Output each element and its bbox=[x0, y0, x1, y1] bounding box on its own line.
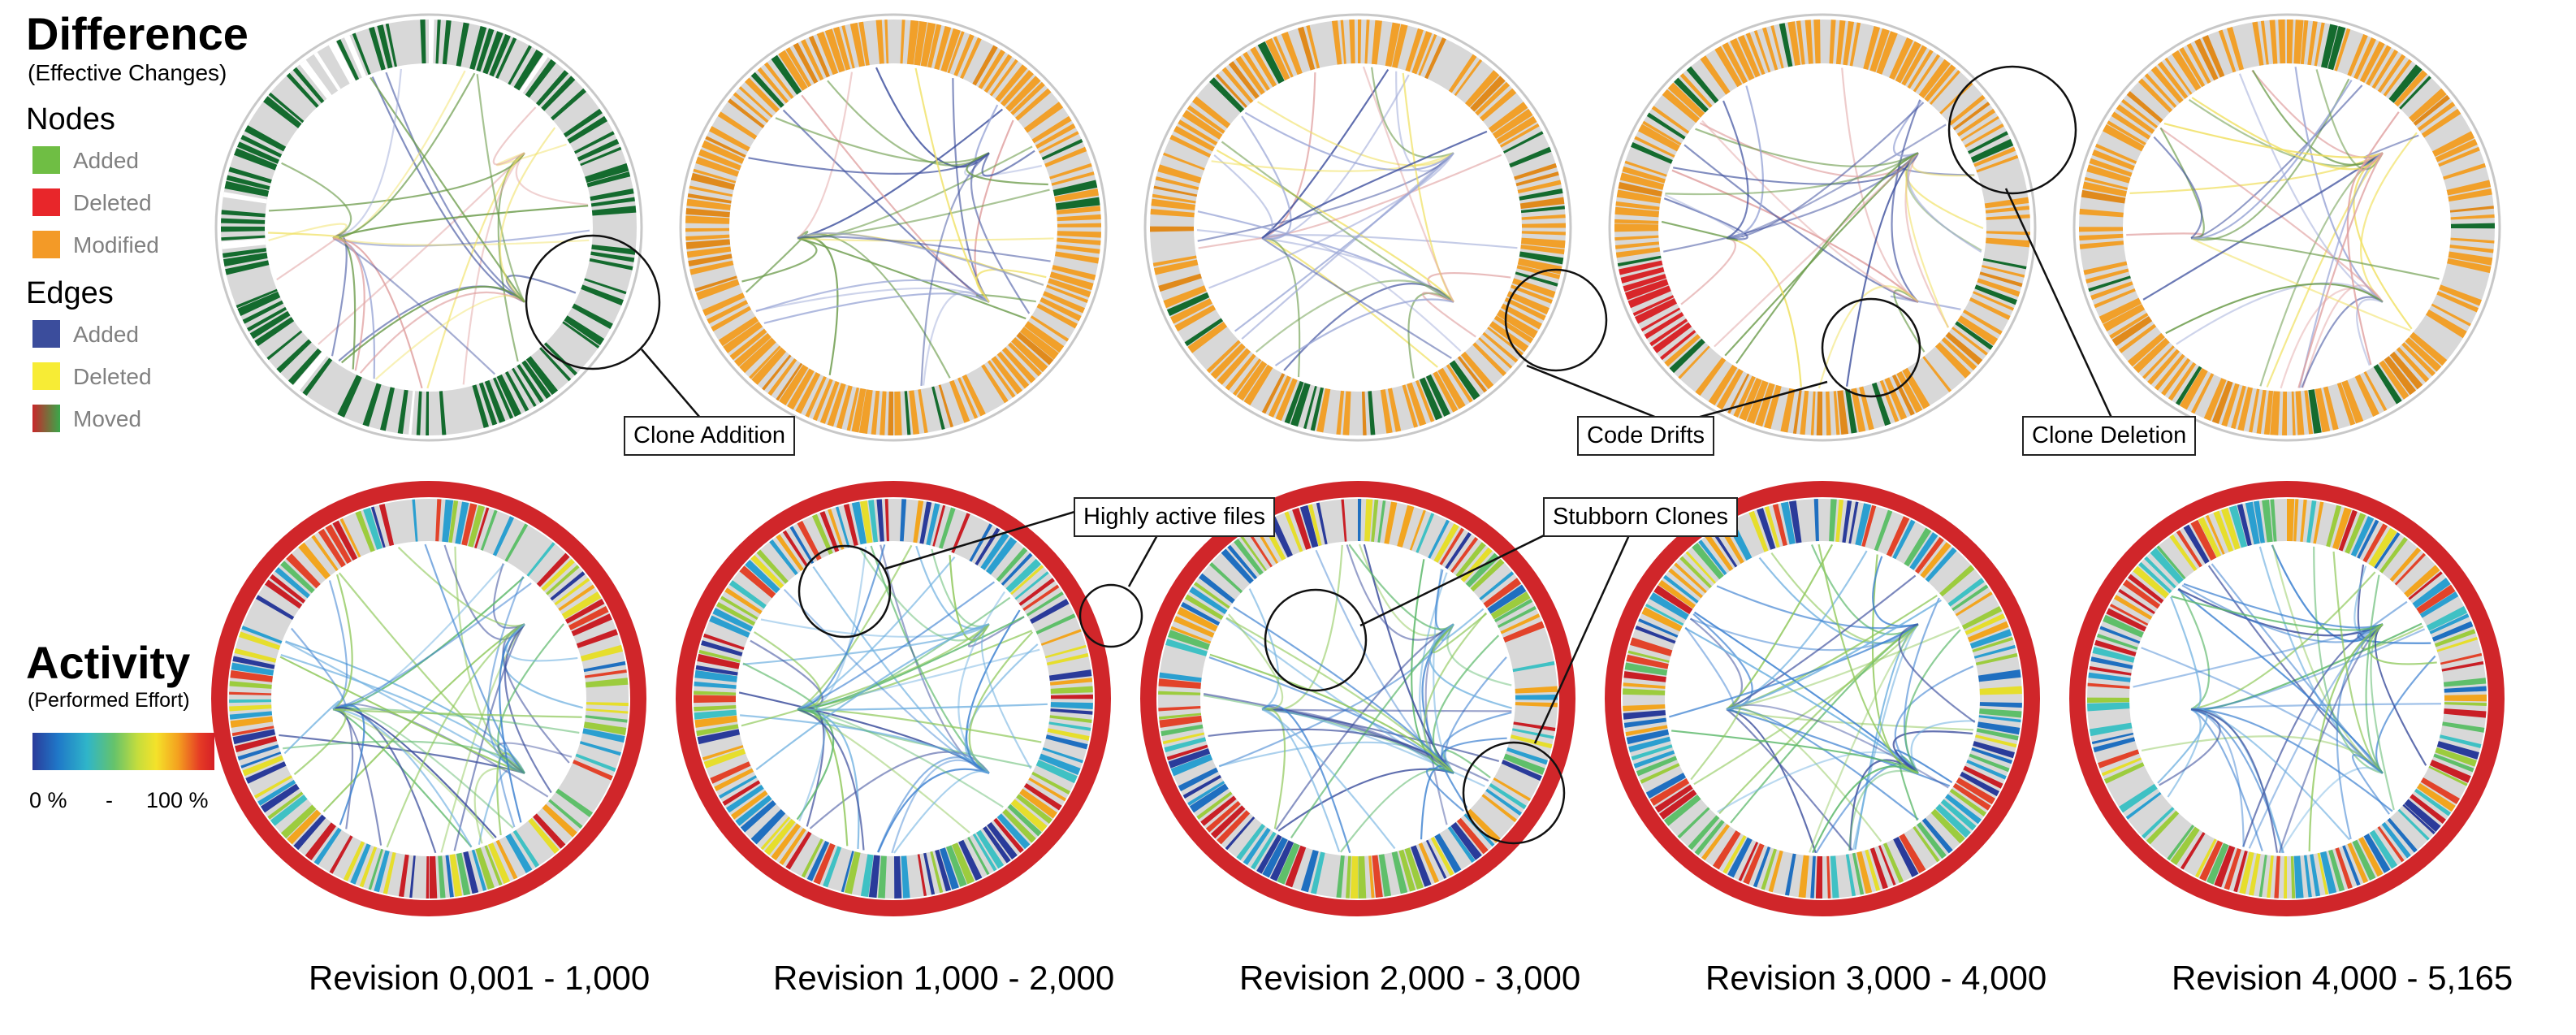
legend-swatch bbox=[32, 146, 60, 174]
scale-min-label: 0 % bbox=[29, 788, 67, 812]
scale-separator: - bbox=[106, 788, 113, 812]
revision-label-1: Revision 0,001 - 1,000 bbox=[309, 959, 650, 997]
callout-highly-active-files: Highly active files bbox=[1074, 497, 1276, 537]
legend-label: Added bbox=[73, 322, 139, 347]
activity-color-scale bbox=[32, 733, 214, 770]
callout-clone-addition: Clone Addition bbox=[624, 416, 796, 456]
annotation-circles bbox=[525, 65, 2113, 845]
difference-subtitle: (Effective Changes) bbox=[28, 60, 227, 85]
legend-label: Modified bbox=[73, 232, 159, 258]
revision-label-5: Revision 4,000 - 5,165 bbox=[2172, 959, 2513, 997]
legend-swatch bbox=[32, 188, 60, 216]
activity-panel-3 bbox=[1140, 481, 1575, 916]
difference-panel-3 bbox=[1143, 13, 1572, 442]
scale-max-label: 100 % bbox=[146, 788, 209, 812]
revision-label-2: Revision 1,000 - 2,000 bbox=[773, 959, 1115, 997]
activity-panel-5 bbox=[2069, 481, 2505, 916]
legend-swatch bbox=[32, 320, 60, 348]
nodes-heading: Nodes bbox=[26, 102, 115, 136]
activity-panel-1 bbox=[211, 481, 646, 916]
legend-label: Deleted bbox=[73, 364, 152, 389]
callout-stubborn-clones: Stubborn Clones bbox=[1543, 497, 1739, 537]
legend-label: Deleted bbox=[73, 190, 152, 215]
legend-swatch bbox=[32, 405, 60, 432]
legend-swatch bbox=[32, 231, 60, 258]
legend-swatch bbox=[32, 362, 60, 390]
difference-title: Difference bbox=[26, 8, 249, 59]
difference-panel-5 bbox=[2072, 13, 2501, 442]
legend-label: Moved bbox=[73, 406, 142, 431]
legend-label: Added bbox=[73, 148, 139, 173]
revision-label-4: Revision 3,000 - 4,000 bbox=[1705, 959, 2047, 997]
callout-code-drifts: Code Drifts bbox=[1577, 416, 1715, 456]
difference-panel-2 bbox=[679, 13, 1108, 442]
edges-heading: Edges bbox=[26, 276, 114, 310]
activity-panel-2 bbox=[676, 481, 1111, 916]
difference-panel-1 bbox=[214, 13, 643, 442]
difference-panel-4 bbox=[1608, 13, 2037, 442]
activity-panel-4 bbox=[1605, 481, 2040, 916]
activity-title: Activity bbox=[26, 637, 191, 688]
revision-label-3: Revision 2,000 - 3,000 bbox=[1239, 959, 1581, 997]
callout-clone-deletion: Clone Deletion bbox=[2022, 416, 2197, 456]
activity-subtitle: (Performed Effort) bbox=[28, 689, 190, 712]
